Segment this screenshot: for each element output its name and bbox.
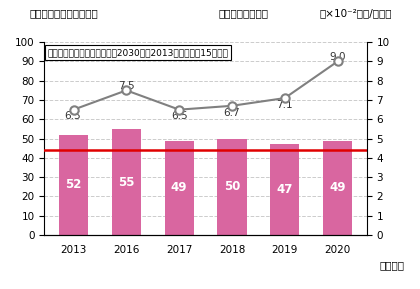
Text: 49: 49: [329, 181, 346, 194]
Text: （年度）: （年度）: [380, 260, 405, 270]
Text: 9.0: 9.0: [329, 52, 346, 62]
Text: （×10⁻²トン/トン）: （×10⁻²トン/トン）: [319, 9, 392, 19]
Text: 産業廃棄物発生量削減目標：2030年に2013年度対比で15％削減: 産業廃棄物発生量削減目標：2030年に2013年度対比で15％削減: [47, 48, 228, 57]
Bar: [323, 140, 352, 235]
Bar: [165, 140, 194, 235]
Text: 7.1: 7.1: [276, 100, 293, 110]
Bar: [270, 144, 299, 235]
Bar: [112, 129, 141, 235]
Text: 52: 52: [66, 178, 82, 191]
Text: 6.5: 6.5: [64, 111, 81, 121]
Text: 7.5: 7.5: [118, 81, 135, 90]
Bar: [59, 135, 88, 235]
Bar: [218, 139, 247, 235]
Text: 49: 49: [171, 181, 187, 194]
Text: 6.5: 6.5: [171, 111, 187, 121]
Text: 6.7: 6.7: [224, 108, 240, 118]
Text: 廃棄物発生量（千トン）: 廃棄物発生量（千トン）: [29, 9, 98, 19]
Text: 50: 50: [224, 180, 240, 193]
Text: 47: 47: [277, 183, 293, 196]
Text: 原単位（生産量）: 原単位（生産量）: [218, 9, 268, 19]
Text: 55: 55: [118, 175, 134, 188]
